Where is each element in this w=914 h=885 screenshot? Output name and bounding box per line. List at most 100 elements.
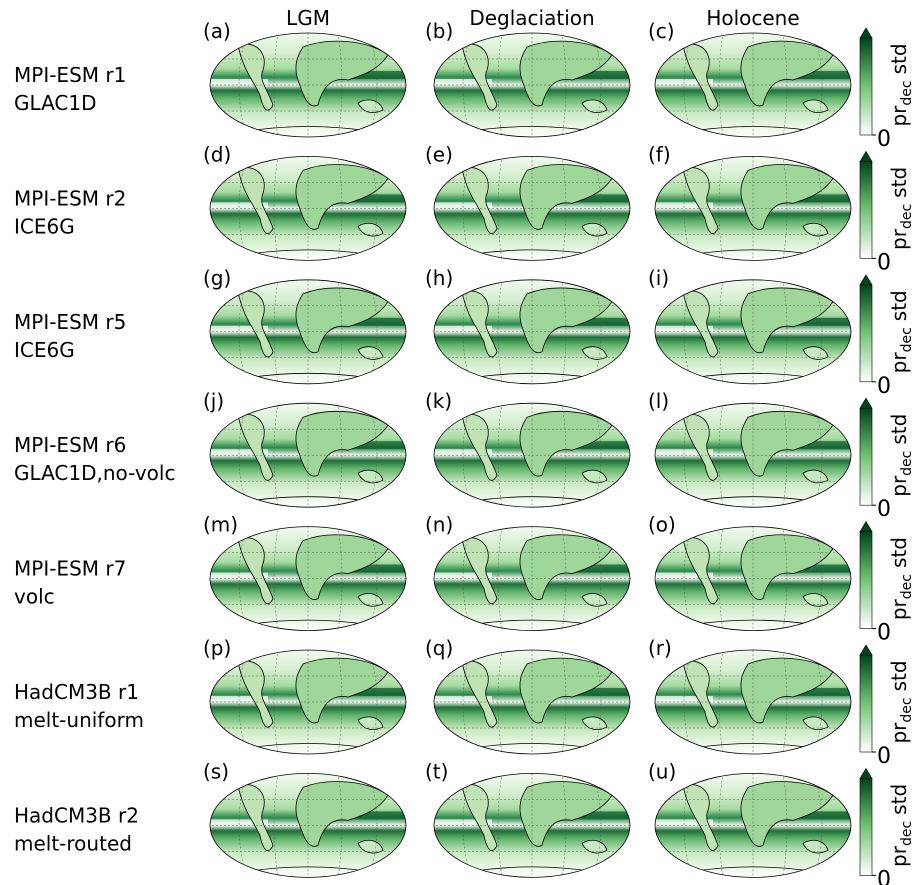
row-label: ICE6G — [14, 214, 75, 238]
panel-letter: (o) — [648, 513, 676, 537]
colorbar-label-subscript: dec — [899, 327, 914, 352]
map-panel — [208, 525, 408, 633]
row-label: GLAC1D — [14, 91, 97, 115]
colorbar-extend — [860, 522, 872, 532]
colorbar-label-suffix: std — [887, 537, 911, 568]
colorbar — [860, 285, 872, 382]
map-panel — [208, 154, 408, 262]
row-label: MPI-ESM r2 — [14, 186, 126, 210]
colorbar-tick-label: 0 — [877, 744, 891, 769]
panel-letter: (m) — [203, 513, 238, 537]
colorbar-label-suffix: std — [887, 784, 911, 815]
panel-letter: (n) — [425, 513, 453, 537]
colorbar-label-subscript: dec — [899, 204, 914, 229]
panel-letter: (j) — [203, 389, 224, 413]
colorbar-label-main: pr — [887, 722, 911, 744]
column-header: Deglaciation — [469, 6, 594, 30]
map-panel — [432, 278, 632, 386]
colorbar-tick-label: 0 — [877, 127, 891, 152]
colorbar — [860, 532, 872, 629]
panel-letter: (e) — [425, 142, 453, 166]
colorbar-extend — [860, 768, 872, 778]
panel-letter: (f) — [648, 142, 671, 166]
panel-letter: (q) — [425, 636, 453, 660]
colorbar-label-main: pr — [887, 352, 911, 374]
colorbar — [860, 161, 872, 258]
colorbar-label-main: pr — [887, 598, 911, 620]
colorbar — [860, 408, 872, 505]
map-panel — [653, 648, 853, 756]
map-panel — [432, 648, 632, 756]
map-panel — [208, 401, 408, 509]
row-label: ICE6G — [14, 338, 75, 362]
panel-letter: (r) — [648, 636, 672, 660]
colorbar-label: prdec std — [887, 784, 914, 867]
colorbar-label-subscript: dec — [899, 821, 914, 846]
column-header: LGM — [286, 6, 330, 30]
panel-letter: (l) — [648, 389, 669, 413]
row-label: HadCM3B r1 — [14, 680, 139, 704]
colorbar — [860, 655, 872, 752]
panel-letter: (g) — [203, 266, 231, 290]
colorbar-label-main: pr — [887, 228, 911, 250]
colorbar-extend — [860, 151, 872, 161]
colorbar-label: prdec std — [887, 660, 914, 743]
map-panel — [432, 31, 632, 139]
colorbar-label-main: pr — [887, 845, 911, 867]
panel-letter: (u) — [648, 759, 676, 783]
map-panel — [653, 525, 853, 633]
colorbar-tick-label: 0 — [877, 867, 891, 885]
colorbar-label: prdec std — [887, 414, 914, 497]
map-panel — [653, 401, 853, 509]
panel-letter: (h) — [425, 266, 453, 290]
colorbar-extend — [860, 28, 872, 38]
panel-letter: (t) — [425, 759, 448, 783]
map-panel — [653, 771, 853, 879]
colorbar-label: prdec std — [887, 290, 914, 373]
colorbar-label: prdec std — [887, 167, 914, 250]
colorbar-label-main: pr — [887, 475, 911, 497]
row-label: MPI-ESM r5 — [14, 310, 126, 334]
colorbar-label-suffix: std — [887, 660, 911, 691]
colorbar-extend — [860, 645, 872, 655]
map-panel — [653, 31, 853, 139]
colorbar-label-suffix: std — [887, 167, 911, 198]
row-label: MPI-ESM r6 — [14, 433, 126, 457]
map-panel — [208, 31, 408, 139]
colorbar — [860, 38, 872, 135]
panel-letter: (p) — [203, 636, 231, 660]
row-label: MPI-ESM r7 — [14, 557, 126, 581]
colorbar-label-subscript: dec — [899, 697, 914, 722]
map-panel — [653, 154, 853, 262]
colorbar-label-suffix: std — [887, 290, 911, 321]
row-label: melt-uniform — [14, 708, 144, 732]
colorbar-label-suffix: std — [887, 414, 911, 445]
colorbar-extend — [860, 398, 872, 408]
colorbar-tick-label: 0 — [877, 621, 891, 646]
colorbar-label-subscript: dec — [899, 80, 914, 105]
colorbar-tick-label: 0 — [877, 497, 891, 522]
row-label: MPI-ESM r1 — [14, 63, 126, 87]
colorbar-label: prdec std — [887, 43, 914, 126]
row-label: volc — [14, 585, 55, 609]
column-header: Holocene — [706, 6, 799, 30]
map-panel — [208, 278, 408, 386]
panel-letter: (c) — [648, 19, 675, 43]
colorbar-label-suffix: std — [887, 43, 911, 74]
row-label: GLAC1D,no-volc — [14, 461, 175, 485]
panel-letter: (d) — [203, 142, 231, 166]
map-panel — [432, 771, 632, 879]
panel-letter: (a) — [203, 19, 231, 43]
colorbar-label-main: pr — [887, 105, 911, 127]
figure: LGM Deglaciation Holocene MPI-ESM r1 GLAC1D (… — [0, 0, 914, 885]
row-label: HadCM3B r2 — [14, 803, 139, 827]
map-panel — [208, 771, 408, 879]
map-panel — [653, 278, 853, 386]
map-panel — [208, 648, 408, 756]
colorbar — [860, 778, 872, 875]
map-panel — [432, 401, 632, 509]
colorbar-tick-label: 0 — [877, 250, 891, 275]
colorbar-label-subscript: dec — [899, 574, 914, 599]
colorbar-extend — [860, 275, 872, 285]
colorbar-label-subscript: dec — [899, 451, 914, 476]
